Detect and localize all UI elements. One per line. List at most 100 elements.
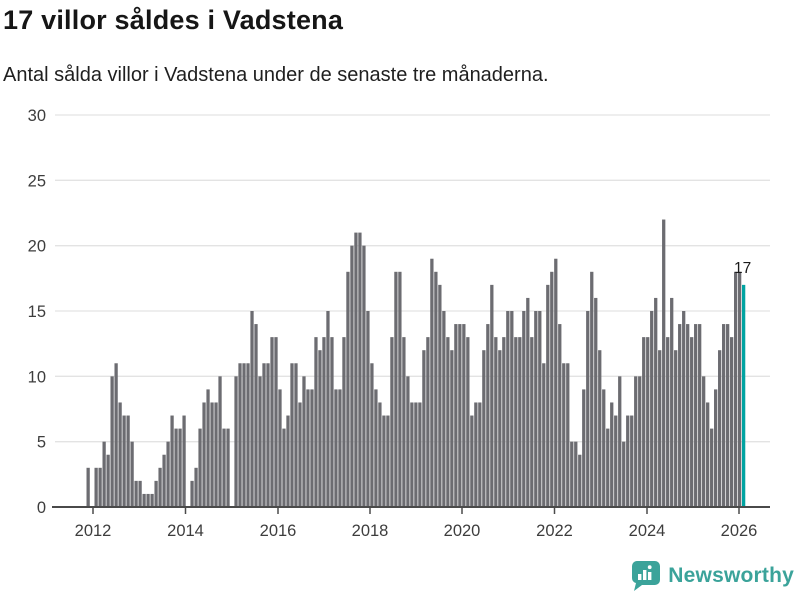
chart-subtitle: Antal sålda villor i Vadstena under de s… xyxy=(3,64,549,86)
bar xyxy=(178,428,182,507)
bar xyxy=(154,480,158,507)
bar xyxy=(218,376,222,507)
bar xyxy=(198,428,202,507)
bar xyxy=(254,324,258,507)
bar xyxy=(394,271,398,507)
bar xyxy=(214,402,218,507)
bar xyxy=(118,402,122,507)
bar xyxy=(314,337,318,507)
bar xyxy=(526,297,530,507)
bar xyxy=(98,467,102,507)
bar xyxy=(442,311,446,507)
highlight-value-label: 17 xyxy=(734,260,751,277)
bar xyxy=(122,415,126,507)
bar xyxy=(694,324,698,507)
bar xyxy=(222,428,226,507)
bar xyxy=(370,363,374,507)
x-axis-label-2020: 2020 xyxy=(444,522,481,540)
logo-exclamation-dot xyxy=(648,565,652,570)
bar xyxy=(374,389,378,507)
bar xyxy=(542,363,546,507)
bar xyxy=(398,271,402,507)
bar xyxy=(718,350,722,507)
bar xyxy=(354,232,358,507)
bar xyxy=(730,337,734,507)
bar xyxy=(418,402,422,507)
bar xyxy=(94,467,98,507)
bar xyxy=(702,376,706,507)
bar xyxy=(338,389,342,507)
bar xyxy=(622,441,626,507)
bar xyxy=(614,415,618,507)
bar xyxy=(342,337,346,507)
y-axis-label-10: 10 xyxy=(28,368,46,386)
bar xyxy=(330,337,334,507)
bar xyxy=(546,284,550,507)
bar xyxy=(278,389,282,507)
y-axis-label-0: 0 xyxy=(37,499,46,517)
bar xyxy=(634,376,638,507)
bar xyxy=(434,271,438,507)
bar xyxy=(158,467,162,507)
bar xyxy=(698,324,702,507)
bar xyxy=(478,402,482,507)
bar xyxy=(426,337,430,507)
bar xyxy=(562,363,566,507)
newsworthy-logo[interactable]: Newsworthy xyxy=(630,559,794,592)
bar xyxy=(490,284,494,507)
bar xyxy=(482,350,486,507)
bar xyxy=(326,311,330,507)
bar xyxy=(554,258,558,507)
bar xyxy=(258,376,262,507)
bar xyxy=(242,363,246,507)
bar xyxy=(662,219,666,507)
bar xyxy=(438,284,442,507)
x-axis-label-2024: 2024 xyxy=(629,522,666,540)
bar xyxy=(210,402,214,507)
x-axis-label-2014: 2014 xyxy=(167,522,204,540)
bar xyxy=(518,337,522,507)
bar xyxy=(506,311,510,507)
bar xyxy=(282,428,286,507)
bar xyxy=(86,467,90,507)
bar xyxy=(414,402,418,507)
bar xyxy=(454,324,458,507)
bar xyxy=(582,389,586,507)
bar xyxy=(602,389,606,507)
bar xyxy=(386,415,390,507)
bar xyxy=(378,402,382,507)
bar xyxy=(362,245,366,508)
bar xyxy=(266,363,270,507)
bar xyxy=(382,415,386,507)
y-axis-label-5: 5 xyxy=(37,434,46,452)
bar xyxy=(322,337,326,507)
bar xyxy=(502,337,506,507)
bar xyxy=(150,493,154,507)
bar xyxy=(538,311,542,507)
bar xyxy=(570,441,574,507)
bar xyxy=(494,337,498,507)
bar xyxy=(294,363,298,507)
bar xyxy=(706,402,710,507)
bar xyxy=(134,480,138,507)
bar xyxy=(358,232,362,507)
bar xyxy=(166,441,170,507)
bar xyxy=(486,324,490,507)
bar xyxy=(170,415,174,507)
bar xyxy=(574,441,578,507)
bar xyxy=(162,454,166,507)
bar xyxy=(174,428,178,507)
bar xyxy=(626,415,630,507)
y-axis-label-30: 30 xyxy=(28,107,46,125)
bar xyxy=(366,311,370,507)
bar xyxy=(630,415,634,507)
y-axis-label-25: 25 xyxy=(28,172,46,190)
chart-title: 17 villor såldes i Vadstena xyxy=(3,5,344,35)
bar xyxy=(474,402,478,507)
bar xyxy=(530,337,534,507)
bar xyxy=(462,324,466,507)
bar xyxy=(194,467,198,507)
bar xyxy=(130,441,134,507)
bar xyxy=(590,271,594,507)
bar xyxy=(110,376,114,507)
